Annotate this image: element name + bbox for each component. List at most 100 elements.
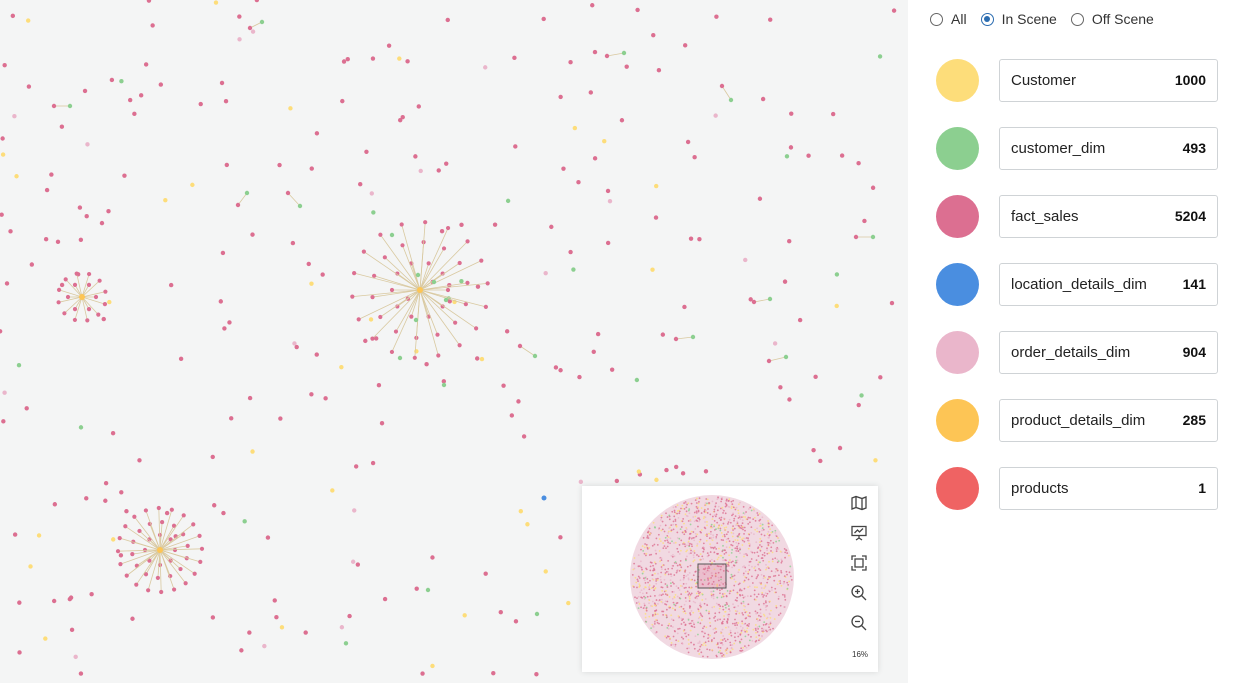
graph-node[interactable] bbox=[604, 53, 610, 59]
graph-node[interactable] bbox=[143, 572, 149, 577]
graph-node[interactable] bbox=[397, 117, 403, 123]
graph-node[interactable] bbox=[576, 180, 581, 185]
graph-node[interactable] bbox=[361, 249, 366, 254]
minimap-viewport[interactable] bbox=[697, 563, 727, 589]
graph-node[interactable] bbox=[147, 558, 152, 563]
graph-node[interactable] bbox=[59, 124, 65, 129]
graph-node[interactable] bbox=[748, 297, 753, 302]
graph-node[interactable] bbox=[78, 237, 84, 242]
graph-node[interactable] bbox=[591, 349, 596, 355]
graph-node[interactable] bbox=[513, 144, 518, 149]
graph-node[interactable] bbox=[181, 513, 186, 518]
graph-hub-node[interactable] bbox=[417, 287, 423, 293]
graph-node[interactable] bbox=[85, 318, 90, 323]
graph-node[interactable] bbox=[534, 672, 539, 677]
graph-node[interactable] bbox=[543, 270, 548, 276]
graph-node[interactable] bbox=[107, 299, 112, 305]
graph-node[interactable] bbox=[697, 236, 702, 242]
graph-node[interactable] bbox=[607, 198, 613, 204]
graph-node[interactable] bbox=[127, 97, 133, 103]
graph-node[interactable] bbox=[682, 304, 687, 310]
graph-node[interactable] bbox=[479, 258, 484, 263]
graph-node[interactable] bbox=[36, 533, 42, 538]
graph-node[interactable] bbox=[376, 383, 382, 388]
graph-node[interactable] bbox=[97, 278, 102, 283]
graph-node[interactable] bbox=[134, 563, 139, 568]
graph-node[interactable] bbox=[440, 304, 445, 309]
legend-label-box[interactable]: product_details_dim 285 bbox=[999, 398, 1218, 442]
graph-node[interactable] bbox=[59, 282, 65, 288]
graph-node[interactable] bbox=[29, 262, 35, 267]
graph-node[interactable] bbox=[63, 277, 68, 282]
graph-node[interactable] bbox=[155, 575, 160, 581]
graph-node[interactable] bbox=[459, 279, 464, 284]
graph-node[interactable] bbox=[568, 60, 573, 65]
graph-node-location[interactable] bbox=[541, 495, 547, 501]
graph-node[interactable] bbox=[62, 311, 67, 316]
graph-node[interactable] bbox=[146, 588, 151, 593]
graph-node[interactable] bbox=[512, 55, 517, 61]
graph-node[interactable] bbox=[856, 402, 861, 408]
graph-node[interactable] bbox=[2, 62, 7, 68]
graph-node[interactable] bbox=[430, 555, 435, 560]
graph-node[interactable] bbox=[543, 569, 548, 574]
graph-node[interactable] bbox=[418, 168, 423, 174]
graph-node[interactable] bbox=[340, 98, 345, 104]
legend-item-location-details-dim[interactable]: location_details_dim 141 bbox=[936, 261, 1218, 307]
legend-item-products[interactable]: products 1 bbox=[936, 465, 1218, 511]
filter-all-radio[interactable]: All bbox=[930, 11, 967, 27]
zoom-in-icon[interactable] bbox=[850, 584, 868, 602]
graph-node[interactable] bbox=[504, 329, 510, 334]
graph-node[interactable] bbox=[122, 173, 127, 178]
graph-node[interactable] bbox=[323, 396, 328, 401]
graph-node[interactable] bbox=[247, 25, 253, 31]
graph-node[interactable] bbox=[783, 354, 789, 360]
graph-node[interactable] bbox=[356, 317, 361, 322]
graph-node[interactable] bbox=[485, 281, 490, 286]
graph-node[interactable] bbox=[782, 279, 788, 284]
graph-node[interactable] bbox=[624, 64, 629, 69]
graph-node[interactable] bbox=[757, 196, 763, 201]
graph-node[interactable] bbox=[4, 281, 10, 286]
graph-node[interactable] bbox=[119, 490, 124, 495]
graph-node[interactable] bbox=[84, 496, 89, 501]
graph-node[interactable] bbox=[156, 505, 161, 511]
graph-node[interactable] bbox=[124, 573, 129, 578]
graph-node[interactable] bbox=[363, 338, 368, 344]
graph-node[interactable] bbox=[797, 317, 803, 323]
graph-node[interactable] bbox=[320, 272, 325, 277]
graph-node[interactable] bbox=[680, 471, 686, 476]
graph-node[interactable] bbox=[839, 153, 845, 158]
graph-canvas[interactable]: 16% bbox=[0, 0, 908, 683]
graph-node[interactable] bbox=[713, 113, 718, 118]
graph-node[interactable] bbox=[250, 232, 255, 237]
graph-node[interactable] bbox=[400, 243, 405, 248]
legend-label-box[interactable]: order_details_dim 904 bbox=[999, 330, 1218, 374]
graph-node[interactable] bbox=[660, 332, 666, 337]
graph-node[interactable] bbox=[250, 449, 255, 454]
graph-node[interactable] bbox=[345, 57, 350, 62]
zoom-out-icon[interactable] bbox=[850, 614, 868, 632]
graph-node[interactable] bbox=[378, 232, 383, 237]
graph-node[interactable] bbox=[347, 613, 352, 619]
graph-node[interactable] bbox=[106, 209, 111, 214]
legend-item-customer[interactable]: Customer 1000 bbox=[936, 57, 1218, 103]
graph-node[interactable] bbox=[378, 314, 383, 320]
minimap-overview[interactable] bbox=[582, 486, 878, 672]
graph-node[interactable] bbox=[571, 267, 576, 272]
graph-node[interactable] bbox=[445, 287, 451, 293]
graph-node[interactable] bbox=[191, 522, 196, 527]
graph-node[interactable] bbox=[43, 237, 49, 242]
graph-node[interactable] bbox=[254, 0, 260, 3]
graph-node[interactable] bbox=[309, 166, 314, 171]
graph-node[interactable] bbox=[164, 510, 170, 516]
graph-node[interactable] bbox=[435, 332, 440, 337]
graph-node[interactable] bbox=[444, 161, 449, 166]
graph-node[interactable] bbox=[413, 317, 419, 323]
graph-node[interactable] bbox=[416, 104, 421, 109]
graph-hub-node[interactable] bbox=[157, 547, 163, 553]
graph-node[interactable] bbox=[371, 210, 376, 215]
graph-node[interactable] bbox=[198, 559, 203, 564]
graph-node[interactable] bbox=[369, 191, 374, 196]
graph-node[interactable] bbox=[859, 393, 864, 398]
